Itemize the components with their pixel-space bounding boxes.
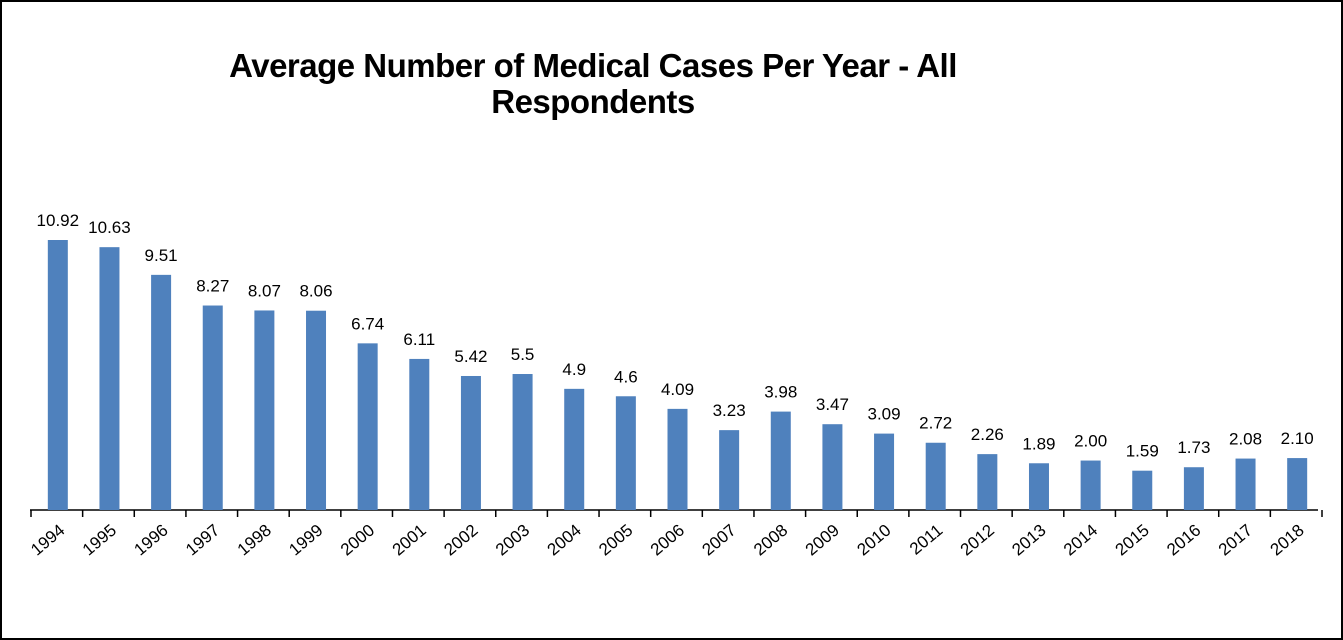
bar <box>977 454 998 510</box>
bar <box>1028 463 1049 510</box>
bar <box>874 433 895 510</box>
data-label: 2.00 <box>1074 432 1107 451</box>
bar <box>151 274 172 510</box>
data-label: 8.07 <box>248 281 281 300</box>
data-label: 6.74 <box>351 314 384 333</box>
data-label: 4.6 <box>614 367 638 386</box>
data-label: 3.47 <box>816 395 849 414</box>
data-label: 1.89 <box>1022 434 1055 453</box>
data-label: 8.06 <box>299 282 332 301</box>
bar <box>1080 460 1101 510</box>
bar <box>667 408 688 510</box>
data-label: 4.09 <box>661 380 694 399</box>
data-label: 8.27 <box>196 277 229 296</box>
data-label: 3.98 <box>764 383 797 402</box>
data-label: 10.92 <box>37 211 80 230</box>
bar <box>357 343 378 510</box>
bar <box>99 247 120 510</box>
data-label: 5.42 <box>454 347 487 366</box>
data-label: 3.09 <box>868 405 901 424</box>
bar <box>1235 458 1256 510</box>
data-label: 10.63 <box>88 218 131 237</box>
bar <box>460 375 481 510</box>
bar <box>306 310 327 510</box>
data-label: 1.73 <box>1177 438 1210 457</box>
bar <box>615 396 636 510</box>
data-label: 3.23 <box>713 401 746 420</box>
bar <box>1183 467 1204 510</box>
bar <box>822 424 843 510</box>
data-label: 2.10 <box>1281 429 1314 448</box>
chart-title: Average Number of Medical Cases Per Year… <box>229 47 957 120</box>
data-label: 2.08 <box>1229 430 1262 449</box>
data-label: 5.5 <box>511 345 535 364</box>
data-label: 2.26 <box>971 425 1004 444</box>
bar <box>1132 470 1153 510</box>
bar <box>202 305 223 510</box>
bar <box>770 411 791 510</box>
bar <box>512 374 533 510</box>
data-label: 1.59 <box>1126 442 1159 461</box>
bar <box>925 442 946 510</box>
bar <box>254 310 275 510</box>
data-label: 4.9 <box>562 360 586 379</box>
bar <box>47 240 68 510</box>
bar <box>1287 458 1308 510</box>
bar <box>719 430 740 510</box>
data-label: 9.51 <box>145 246 178 265</box>
bar <box>564 388 585 510</box>
data-label: 2.72 <box>919 414 952 433</box>
bar <box>409 358 430 510</box>
data-label: 6.11 <box>403 330 435 349</box>
